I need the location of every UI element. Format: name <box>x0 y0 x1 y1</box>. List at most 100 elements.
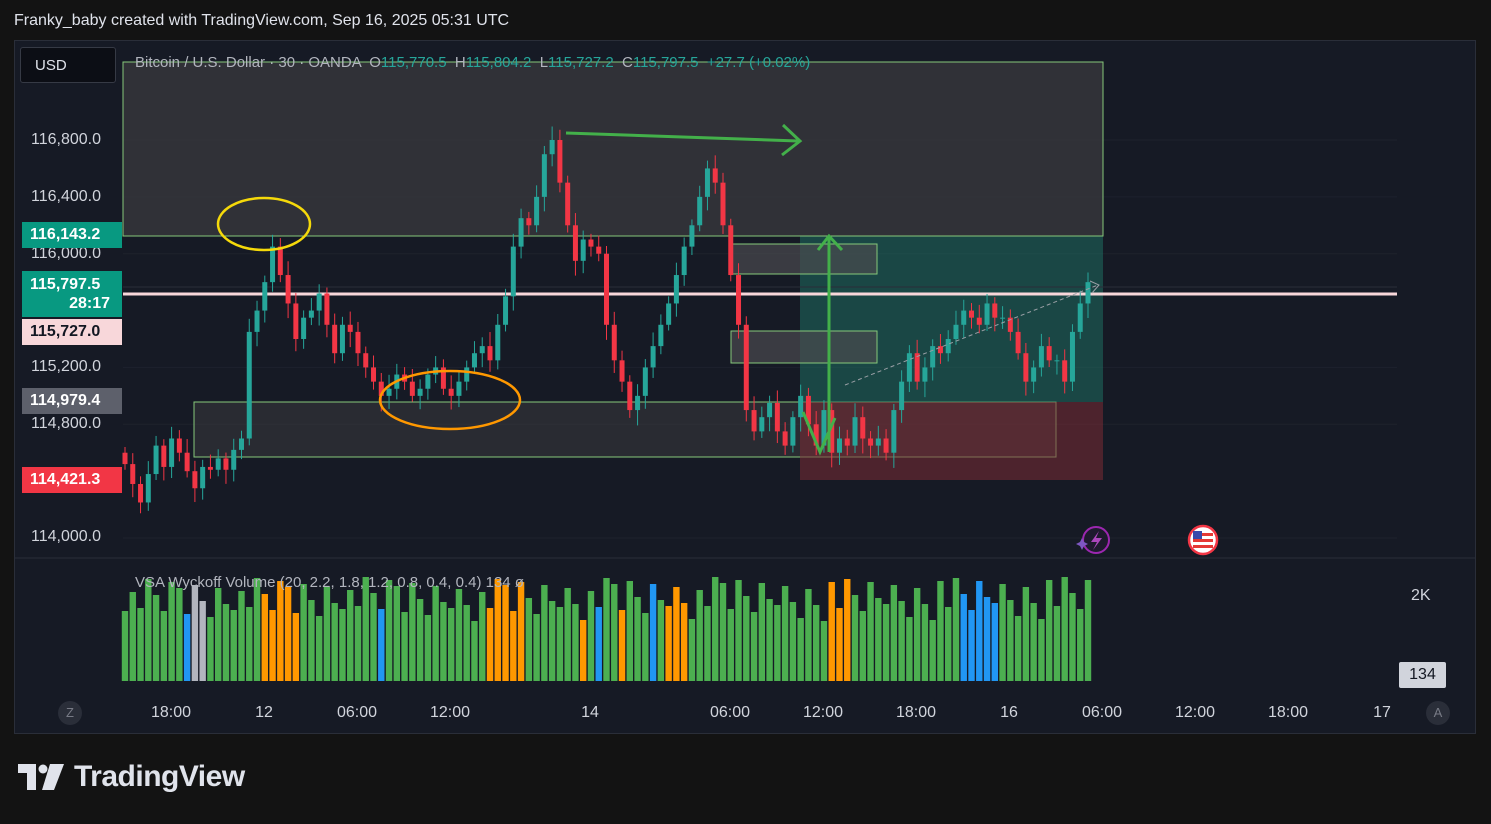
volume-value-tag: 134 <box>1399 662 1446 688</box>
close-value: 115,797.5 <box>632 54 699 71</box>
volume-bar <box>409 583 416 681</box>
volume-bar <box>595 607 602 681</box>
volume-bar <box>370 593 377 681</box>
volume-bar <box>548 601 556 681</box>
candle-body <box>355 331 361 354</box>
time-tick: 12 <box>255 704 273 721</box>
projection-arrow-head <box>1089 280 1100 294</box>
volume-bar <box>347 590 354 681</box>
volume-bar <box>479 592 486 681</box>
candle-body <box>767 402 773 418</box>
volume-bar <box>121 611 129 681</box>
order-block-lower <box>730 330 878 364</box>
auto-scale-button[interactable]: A <box>1426 701 1450 725</box>
volume-bar <box>1045 580 1053 681</box>
volume-bar <box>284 587 292 681</box>
volume-bar <box>968 610 975 681</box>
volume-bar <box>603 578 610 681</box>
volume-axis-tick: 2K <box>1411 587 1431 604</box>
volume-bar <box>580 620 587 681</box>
candle-body <box>774 402 780 432</box>
candle-body <box>635 395 641 411</box>
candle <box>262 275 268 323</box>
volume-bar <box>976 581 983 681</box>
low-price-tag: 115,727.0 <box>22 319 122 345</box>
candle-body <box>627 381 633 411</box>
candle-body <box>1054 360 1060 362</box>
candle-body <box>720 182 726 226</box>
us-flag-icon[interactable] <box>1187 524 1219 556</box>
supply-zone <box>122 61 1104 237</box>
order-block-upper <box>730 243 878 275</box>
candle <box>448 375 454 410</box>
volume-bar <box>611 584 618 681</box>
candle <box>464 360 470 391</box>
candle-body <box>619 360 625 382</box>
candle-body <box>704 168 710 197</box>
volume-bar <box>766 599 773 681</box>
candle <box>1007 309 1013 341</box>
volume-bar <box>882 604 890 681</box>
candle <box>976 304 982 334</box>
volume-legend[interactable]: VSA Wyckoff Volume (20, 2.2, 1.8, 1.2, 0… <box>135 574 524 591</box>
candle <box>1054 354 1060 375</box>
candle-body <box>518 218 524 247</box>
candle-body <box>184 452 190 472</box>
candle-body <box>316 293 322 311</box>
candle-body <box>526 218 532 226</box>
candle-body <box>510 246 516 297</box>
price-tick: 115,200.0 <box>31 358 101 375</box>
lightning-icon[interactable] <box>1076 526 1110 554</box>
volume-bar <box>587 591 595 681</box>
tradingview-logo-icon <box>18 764 64 790</box>
volume-bar <box>945 607 952 681</box>
volume-bar <box>331 603 338 681</box>
volume-bar <box>812 605 820 681</box>
candle <box>1015 318 1021 360</box>
candle <box>301 310 307 349</box>
volume-bar <box>921 604 929 681</box>
candle <box>1062 349 1068 394</box>
candle <box>588 233 594 257</box>
volume-bar <box>510 611 517 681</box>
candle <box>875 425 881 456</box>
candle <box>184 439 190 478</box>
chart-header: Franky_baby created with TradingView.com… <box>14 12 510 29</box>
candle-body <box>549 140 555 155</box>
candle <box>471 341 477 374</box>
volume-bar <box>269 610 276 681</box>
candle <box>798 384 804 432</box>
candle-body <box>161 445 167 467</box>
candle <box>635 384 641 426</box>
currency-button[interactable]: USD <box>20 47 116 83</box>
candle <box>192 460 198 503</box>
candle-body <box>1077 303 1083 332</box>
low-label: L <box>539 54 549 71</box>
candle-body <box>883 438 889 453</box>
candle <box>891 403 897 468</box>
candle <box>922 357 928 398</box>
volume-bar <box>533 614 540 681</box>
time-tick: 12:00 <box>429 704 471 721</box>
candle <box>518 208 524 259</box>
candle-body <box>339 324 345 354</box>
candle <box>844 429 850 456</box>
candle-body <box>176 438 182 453</box>
candle <box>487 332 493 372</box>
volume-bar <box>393 586 401 681</box>
candle-body <box>169 438 175 467</box>
candle-body <box>153 445 159 475</box>
candle <box>215 449 221 477</box>
candle-body <box>689 225 695 247</box>
volume-bar <box>447 608 455 681</box>
volume-bar <box>230 610 237 681</box>
candle <box>565 175 571 233</box>
candle <box>689 219 695 255</box>
candle <box>176 430 182 462</box>
volume-bar <box>719 583 727 681</box>
zoom-button[interactable]: Z <box>58 701 82 725</box>
volume-bar <box>471 621 478 681</box>
candle-body <box>875 438 881 446</box>
candle <box>145 461 151 511</box>
